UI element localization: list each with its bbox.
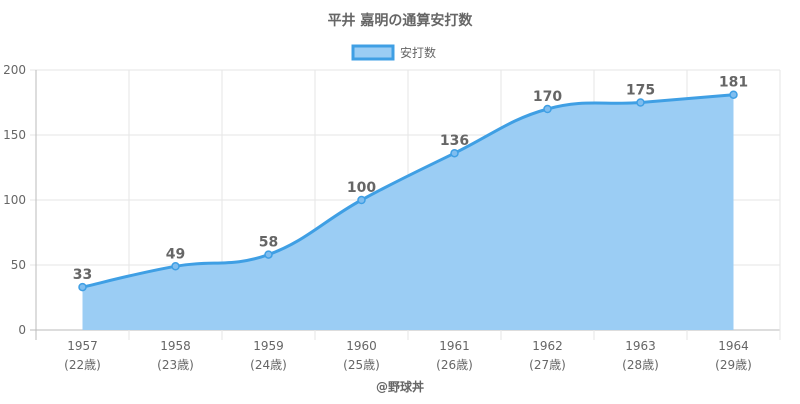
x-tick-sublabel: (28歳) xyxy=(622,358,659,372)
data-label: 49 xyxy=(166,246,185,262)
x-tick-sublabel: (27歳) xyxy=(529,358,566,372)
data-point[interactable] xyxy=(543,104,552,114)
y-tick-label: 100 xyxy=(3,193,26,207)
x-tick-sublabel: (24歳) xyxy=(250,358,287,372)
legend[interactable]: 安打数 xyxy=(351,44,436,61)
data-point[interactable] xyxy=(729,90,738,99)
data-point[interactable] xyxy=(636,98,645,107)
x-tick-sublabel: (22歳) xyxy=(64,358,101,372)
data-point[interactable] xyxy=(450,148,459,158)
data-label: 58 xyxy=(259,235,278,251)
x-tick-label: 1963 xyxy=(625,339,656,353)
series-line xyxy=(82,93,734,289)
x-tick-label: 1959 xyxy=(253,339,284,353)
y-tick-label: 50 xyxy=(11,258,26,272)
x-tick-sublabel: (25歳) xyxy=(343,358,380,372)
data-points xyxy=(78,90,738,292)
data-point[interactable] xyxy=(78,282,87,292)
x-tick-label: 1964 xyxy=(718,339,749,353)
legend-label: 安打数 xyxy=(400,45,436,60)
chart-title: 平井 嘉明の通算安打数 xyxy=(328,12,474,29)
data-point[interactable] xyxy=(357,195,366,205)
footer-credit: @野球丼 xyxy=(376,379,424,394)
y-axis: 0 50 100 150 200 xyxy=(3,63,26,337)
y-tick-label: 0 xyxy=(18,323,26,337)
x-axis: 1957 (22歳) 1958 (23歳) 1959 (24歳) 1960 (25歳) 1961… xyxy=(64,339,752,372)
data-point[interactable] xyxy=(264,250,273,259)
x-tick-label: 1962 xyxy=(532,339,563,353)
legend-swatch xyxy=(351,44,395,61)
y-tick-label: 150 xyxy=(3,128,26,142)
x-tick-label: 1958 xyxy=(160,339,191,353)
data-label: 181 xyxy=(719,75,748,91)
data-label: 170 xyxy=(533,89,562,105)
x-tick-label: 1961 xyxy=(439,339,470,353)
data-label: 100 xyxy=(347,180,376,196)
data-point[interactable] xyxy=(171,262,180,271)
data-label: 136 xyxy=(440,133,469,149)
x-tick-sublabel: (29歳) xyxy=(715,358,752,372)
data-labels: 33 49 58 100 136 170 175 181 xyxy=(73,75,748,283)
y-tick-label: 200 xyxy=(3,63,26,77)
x-tick-label: 1960 xyxy=(346,339,377,353)
series-area xyxy=(82,94,734,330)
x-tick-sublabel: (26歳) xyxy=(436,358,473,372)
x-tick-sublabel: (23歳) xyxy=(157,358,194,372)
plot-area xyxy=(82,93,734,330)
data-label: 33 xyxy=(73,267,92,283)
data-label: 175 xyxy=(626,83,655,99)
x-tick-label: 1957 xyxy=(67,339,98,353)
